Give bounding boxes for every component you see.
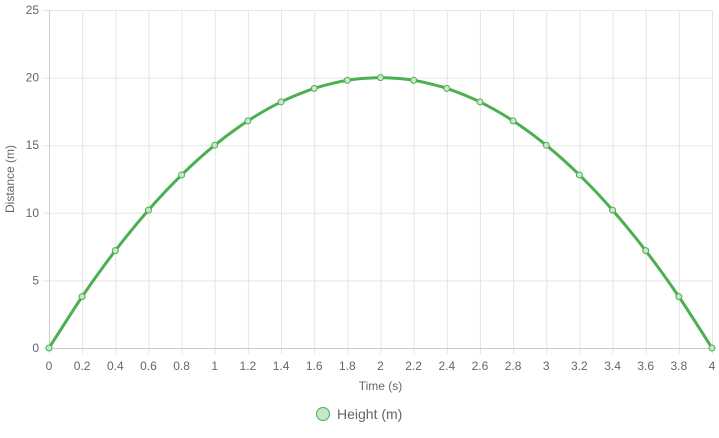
legend-marker-height — [316, 407, 330, 421]
y-axis-title: Distance (m) — [3, 145, 17, 213]
data-point — [178, 171, 186, 179]
x-tick-label: 3.8 — [671, 359, 688, 373]
data-point — [575, 171, 583, 179]
x-tick-label: 0.4 — [107, 359, 124, 373]
y-tick-label: 15 — [26, 138, 40, 152]
x-tick-label: 2.6 — [472, 359, 489, 373]
x-tick-label: 0.8 — [173, 359, 190, 373]
x-tick-label: 3 — [543, 359, 550, 373]
x-tick-label: 2.8 — [505, 359, 522, 373]
data-point — [310, 84, 318, 92]
data-point — [609, 206, 617, 214]
series — [45, 74, 716, 352]
x-tick-label: 3.2 — [571, 359, 588, 373]
x-tick-label: 4 — [709, 359, 716, 373]
x-tick-label: 1.2 — [240, 359, 257, 373]
data-point — [410, 76, 418, 84]
x-tick-label: 2 — [377, 359, 384, 373]
x-tick-label: 3.6 — [637, 359, 654, 373]
data-point — [509, 117, 517, 125]
tick-labels: 0 0.2 0.4 0.6 0.8 1 1.2 1.4 1.6 1.8 2 2.2 2.4 2.6 2.8 3… — [26, 3, 716, 373]
x-tick-label: 0 — [46, 359, 53, 373]
y-tick-label: 10 — [26, 206, 40, 220]
x-tick-label: 2.4 — [438, 359, 455, 373]
data-point — [111, 247, 119, 255]
x-axis-title: Time (s) — [359, 379, 403, 393]
data-point — [542, 141, 550, 149]
legend[interactable]: Height (m) — [316, 406, 403, 422]
data-point — [343, 76, 351, 84]
y-tick-label: 0 — [32, 341, 39, 355]
data-point — [675, 293, 683, 301]
x-tick-label: 1.6 — [306, 359, 323, 373]
data-point — [277, 98, 285, 106]
legend-label-height: Height (m) — [337, 406, 402, 422]
y-tick-label: 5 — [32, 273, 39, 287]
data-point — [45, 344, 53, 352]
axes — [49, 10, 712, 349]
x-tick-label: 1.4 — [273, 359, 290, 373]
data-point — [377, 74, 384, 82]
data-point — [443, 84, 451, 92]
y-tick-label: 25 — [26, 3, 40, 17]
grid — [43, 10, 713, 354]
x-tick-label: 0.2 — [74, 359, 91, 373]
data-point — [708, 344, 716, 352]
data-point — [244, 117, 252, 125]
data-point — [211, 141, 219, 149]
data-point — [476, 98, 484, 106]
data-point — [144, 206, 152, 214]
x-tick-label: 3.4 — [604, 359, 621, 373]
data-point — [78, 293, 86, 301]
x-tick-label: 2.2 — [405, 359, 422, 373]
x-tick-label: 0.6 — [140, 359, 157, 373]
data-point — [642, 247, 650, 255]
x-tick-label: 1.8 — [339, 359, 356, 373]
y-tick-label: 20 — [26, 71, 40, 85]
x-tick-label: 1 — [211, 359, 218, 373]
